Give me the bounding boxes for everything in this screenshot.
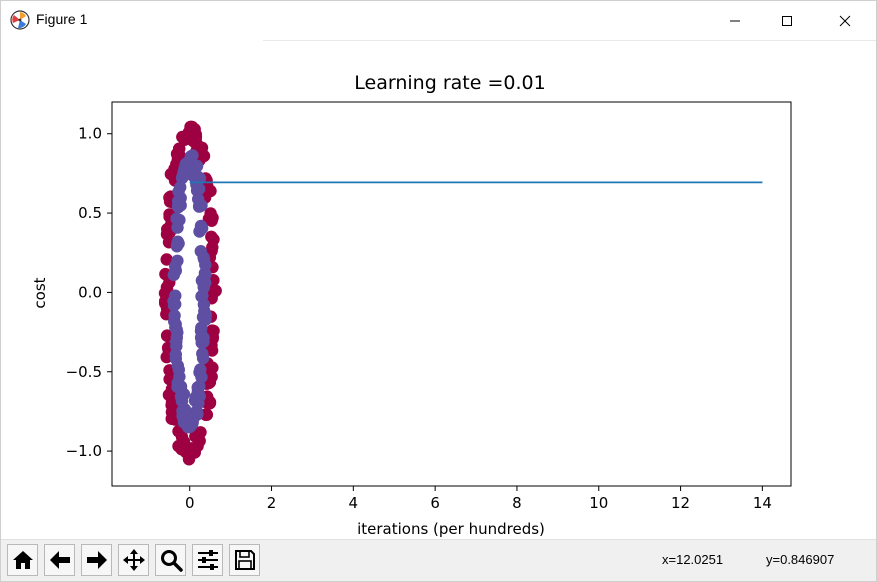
forward-arrow-icon: [86, 551, 107, 569]
outer-ring-point: [189, 430, 202, 443]
title-bar[interactable]: Figure 1: [1, 1, 876, 41]
inner-ring-point: [199, 313, 212, 326]
outer-ring-point: [158, 287, 172, 300]
inner-ring-point: [190, 159, 204, 173]
inner-ring-point: [193, 225, 206, 238]
outer-ring-point: [161, 223, 174, 236]
x-tick-label: 0: [185, 494, 195, 512]
inner-ring-point: [186, 416, 199, 429]
forward-button[interactable]: [81, 544, 112, 576]
outer-ring-point: [167, 409, 180, 422]
close-icon: [839, 15, 851, 27]
inner-ring-point: [194, 363, 207, 376]
inner-ring-point: [171, 221, 184, 234]
y-ticks: 1.0 0.5 0.0 −0.5 −1.0: [66, 125, 112, 460]
inner-ring-point: [197, 281, 210, 294]
x-tick-label: 10: [589, 494, 608, 512]
x-tick-label: 4: [349, 494, 359, 512]
outer-ring-point: [177, 435, 191, 448]
inner-ring-point: [171, 195, 185, 208]
y-tick-label: 1.0: [78, 125, 102, 143]
inner-ring-point: [169, 348, 182, 361]
inner-ring-point: [175, 389, 189, 403]
outer-ring-point: [205, 214, 218, 227]
back-button[interactable]: [44, 544, 75, 576]
y-tick-label: −0.5: [66, 363, 102, 381]
inner-ring-point: [192, 192, 205, 206]
inner-ring-point: [186, 149, 199, 162]
inner-ring-point: [190, 178, 203, 191]
inner-ring-point: [170, 331, 183, 344]
minimize-icon: [730, 20, 740, 22]
x-tick-label: 14: [753, 494, 772, 512]
figure-canvas[interactable]: Learning rate =0.01 0 2 4 6 8 10 12 14 1.0 0.5 0.…: [1, 41, 876, 539]
x-ticks: 0 2 4 6 8 10 12 14: [185, 486, 772, 512]
inner-ring-point: [173, 370, 186, 383]
inner-ring-point: [170, 240, 184, 253]
outer-ring-point: [188, 446, 201, 459]
outer-ring-point: [179, 445, 193, 459]
close-button[interactable]: [822, 1, 868, 41]
zoom-button[interactable]: [155, 544, 186, 576]
y-coordinate-readout: y=0.846907: [766, 552, 835, 567]
y-tick-label: −1.0: [66, 442, 102, 460]
home-icon: [12, 551, 33, 569]
x-tick-label: 2: [267, 494, 277, 512]
inner-ring-point: [192, 397, 205, 410]
outer-ring-point: [209, 284, 222, 297]
scatter-layer: [158, 120, 222, 466]
outer-ring-point: [195, 141, 209, 154]
title-separator: [263, 40, 876, 41]
configure-subplots-button[interactable]: [192, 544, 223, 576]
y-axis-label: cost: [31, 277, 49, 308]
outer-ring-point: [206, 241, 219, 254]
inner-ring-point: [175, 171, 189, 185]
inner-ring-point: [168, 309, 181, 322]
chart[interactable]: Learning rate =0.01 0 2 4 6 8 10 12 14 1.0 0.5 0.…: [1, 41, 876, 539]
y-tick-label: 0.5: [78, 204, 102, 222]
back-arrow-icon: [49, 551, 70, 569]
maximize-icon: [782, 16, 792, 26]
pan-icon: [122, 549, 145, 571]
x-tick-label: 12: [671, 494, 690, 512]
axes-frame: [111, 101, 792, 487]
matplotlib-logo-icon: [10, 10, 30, 30]
home-button[interactable]: [7, 544, 38, 576]
outer-ring-point: [160, 253, 173, 266]
x-axis-label: iterations (per hundreds): [357, 520, 545, 538]
y-tick-label: 0.0: [78, 283, 102, 301]
x-tick-label: 6: [430, 494, 440, 512]
outer-ring-point: [184, 120, 198, 134]
inner-ring-point: [169, 264, 182, 277]
outer-ring-point: [173, 142, 186, 155]
outer-ring-point: [161, 329, 174, 343]
x-tick-label: 8: [512, 494, 522, 512]
maximize-button[interactable]: [764, 1, 810, 41]
window-title: Figure 1: [36, 11, 88, 27]
zoom-icon: [160, 550, 183, 572]
inner-ring-point: [186, 169, 199, 182]
inner-ring-point: [169, 298, 182, 311]
minimize-button[interactable]: [712, 1, 758, 41]
inner-ring-point: [196, 352, 210, 365]
x-coordinate-readout: x=12.0251: [662, 552, 724, 567]
configure-subplots-icon: [197, 550, 218, 570]
outer-ring-point: [207, 324, 220, 338]
pan-button[interactable]: [118, 544, 149, 576]
save-icon: [234, 550, 255, 570]
chart-title: Learning rate =0.01: [354, 72, 545, 94]
outer-ring-point: [183, 132, 197, 146]
inner-ring-point: [197, 251, 210, 264]
inner-ring-point: [197, 331, 210, 344]
save-button[interactable]: [229, 544, 260, 576]
inner-ring-point: [171, 359, 184, 372]
navigation-toolbar: x=12.0251 y=0.846907: [1, 539, 876, 581]
